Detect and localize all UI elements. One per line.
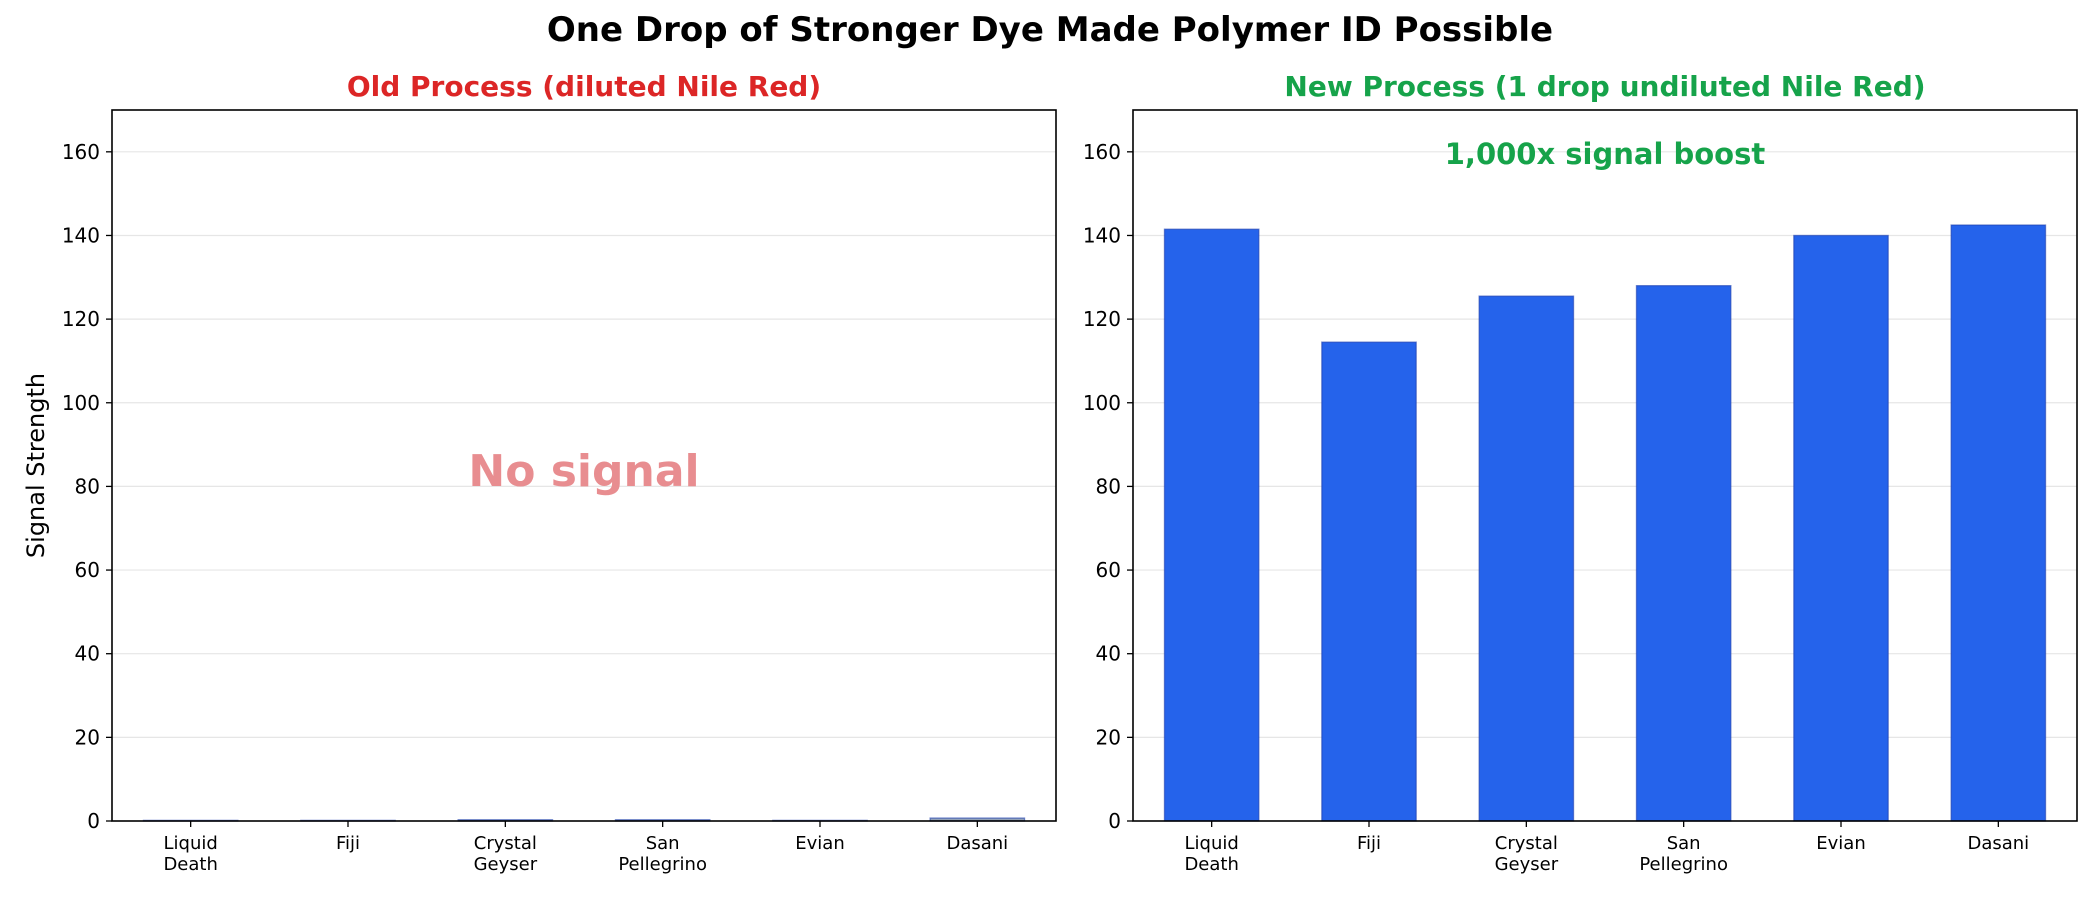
y-tick-label: 100 — [1083, 391, 1121, 415]
y-tick-label: 0 — [87, 809, 100, 833]
y-axis-label: Signal Strength — [22, 373, 50, 558]
x-tick-label: Crystal Geyser — [474, 833, 538, 875]
y-tick-label: 20 — [75, 725, 100, 749]
chart-panel-2: Liquid Death Fiji Crystal Geyser San Pellegrin… — [1083, 70, 2078, 875]
panel-title: Old Process (diluted Nile Red) — [347, 70, 821, 103]
bar-crystal-geyser — [1478, 295, 1575, 822]
annotation: No signal — [468, 446, 699, 497]
bar-san-pellegrino — [1635, 285, 1732, 822]
x-tick-label: San Pellegrino — [1639, 833, 1728, 875]
y-tick-label: 0 — [1108, 809, 1121, 833]
x-tick-label: San Pellegrino — [618, 833, 707, 875]
x-tick-label: Dasani — [1967, 833, 2029, 854]
y-tick-label: 40 — [1096, 642, 1121, 666]
y-tick-label: 120 — [1083, 307, 1121, 331]
x-tick-label: Evian — [1816, 833, 1865, 854]
y-tick-label: 160 — [1083, 140, 1121, 164]
x-tick-label: Fiji — [1357, 833, 1381, 854]
x-tick-label: Dasani — [946, 833, 1008, 854]
y-tick-label: 40 — [75, 642, 100, 666]
y-tick-label: 80 — [75, 474, 100, 498]
y-tick-label: 60 — [75, 558, 100, 582]
bar-evian — [1793, 234, 1889, 822]
bar-dasani — [1950, 224, 2047, 822]
axes-frame — [111, 109, 1057, 822]
x-tick-label: Liquid Death — [163, 833, 217, 875]
y-tick-label: 120 — [62, 307, 100, 331]
chart-panel-1: Liquid Death Fiji Crystal Geyser San Pellegrin… — [22, 70, 1057, 875]
x-tick-label: Crystal Geyser — [1495, 833, 1559, 875]
x-tick-label: Liquid Death — [1184, 833, 1238, 875]
y-tick-label: 80 — [1096, 474, 1121, 498]
y-tick-label: 140 — [62, 223, 100, 247]
bar-liquid-death — [1163, 228, 1260, 822]
y-tick-label: 100 — [62, 391, 100, 415]
axes-frame — [1132, 109, 2078, 822]
y-tick-label: 160 — [62, 140, 100, 164]
panel-title: New Process (1 drop undiluted Nile Red) — [1284, 70, 1925, 103]
annotation: 1,000x signal boost — [1445, 137, 1766, 171]
y-tick-label: 60 — [1096, 558, 1121, 582]
figure-title: One Drop of Stronger Dye Made Polymer ID… — [546, 10, 1554, 50]
bar-fiji — [1321, 341, 1417, 822]
y-tick-label: 140 — [1083, 223, 1121, 247]
y-tick-label: 20 — [1096, 725, 1121, 749]
x-tick-label: Fiji — [336, 833, 360, 854]
x-tick-label: Evian — [795, 833, 844, 854]
